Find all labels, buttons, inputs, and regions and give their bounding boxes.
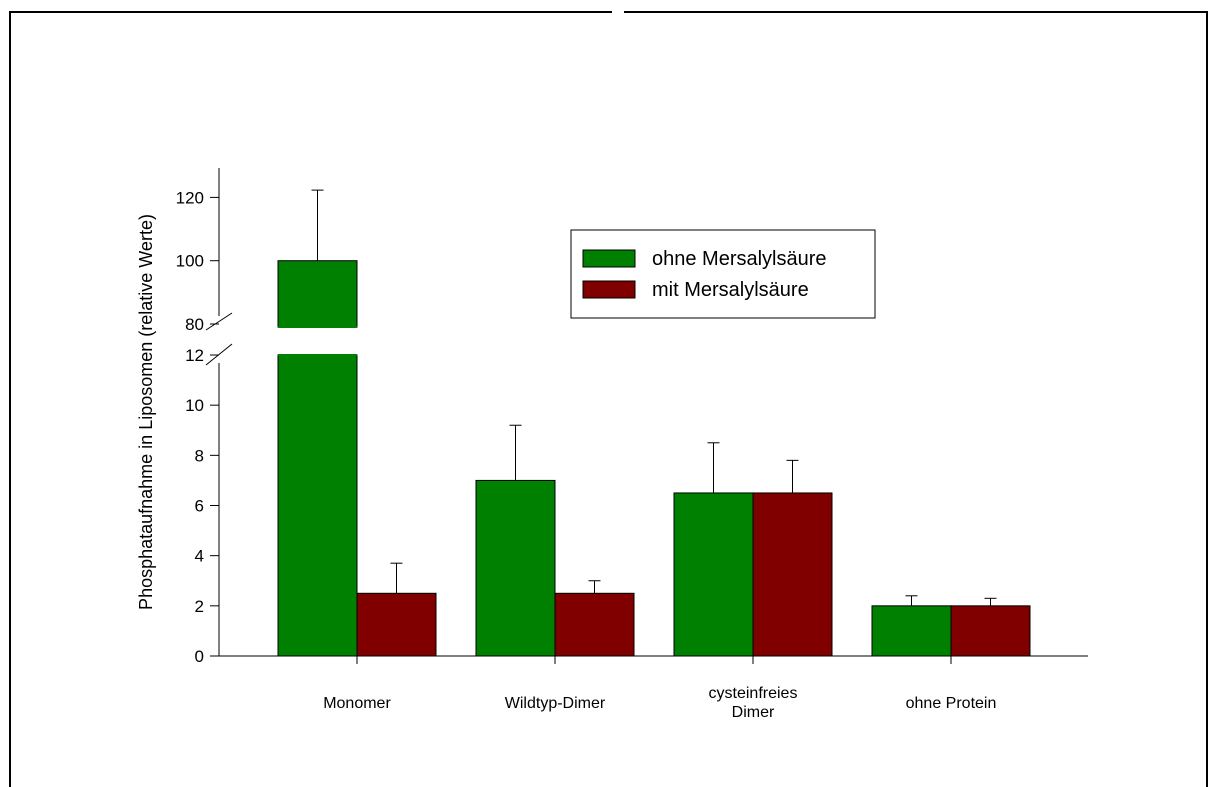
y-axis-label: Phosphataufnahme in Liposomen (relative … — [136, 214, 156, 610]
y-axis: 0 2 4 6 8 10 12 80 100 120 — [176, 168, 233, 666]
axis-break-mark — [205, 312, 233, 331]
legend-label: ohne Mersalylsäure — [652, 248, 827, 270]
bars — [277, 189, 1031, 657]
y-tick-label: 2 — [195, 597, 204, 616]
y-tick-label: 6 — [195, 497, 204, 516]
bar — [554, 592, 635, 657]
bar — [673, 492, 754, 657]
bar — [277, 260, 358, 328]
bar — [475, 479, 556, 657]
x-tick-label: Wildtyp-Dimer — [505, 695, 606, 712]
y-tick-label: 8 — [195, 446, 204, 465]
y-tick-label: 4 — [195, 547, 204, 566]
y-tick-label: 12 — [185, 346, 204, 365]
y-tick-label: 10 — [185, 396, 204, 415]
legend-swatch — [582, 280, 636, 299]
bar — [277, 354, 358, 657]
legend-swatch — [582, 249, 636, 268]
bar — [871, 605, 952, 657]
bar — [356, 592, 437, 657]
x-tick-label: Monomer — [323, 695, 391, 712]
x-axis: Monomer Wildtyp-Dimer cysteinfreies Dimer oh… — [219, 655, 1088, 721]
bar — [752, 492, 833, 657]
y-tick-label: 0 — [195, 647, 204, 666]
x-tick-label: cysteinfreies — [709, 685, 798, 702]
page-frame — [9, 11, 1208, 787]
legend-box — [570, 229, 876, 319]
x-tick-label: Dimer — [732, 704, 775, 721]
bar — [950, 605, 1031, 657]
y-tick-label: 80 — [185, 315, 204, 334]
legend: ohne Mersalylsäure mit Mersalylsäure — [570, 229, 876, 319]
y-tick-label: 100 — [176, 252, 204, 271]
y-tick-label: 120 — [176, 188, 204, 207]
x-tick-label: ohne Protein — [906, 695, 997, 712]
legend-label: mit Mersalylsäure — [652, 279, 809, 301]
